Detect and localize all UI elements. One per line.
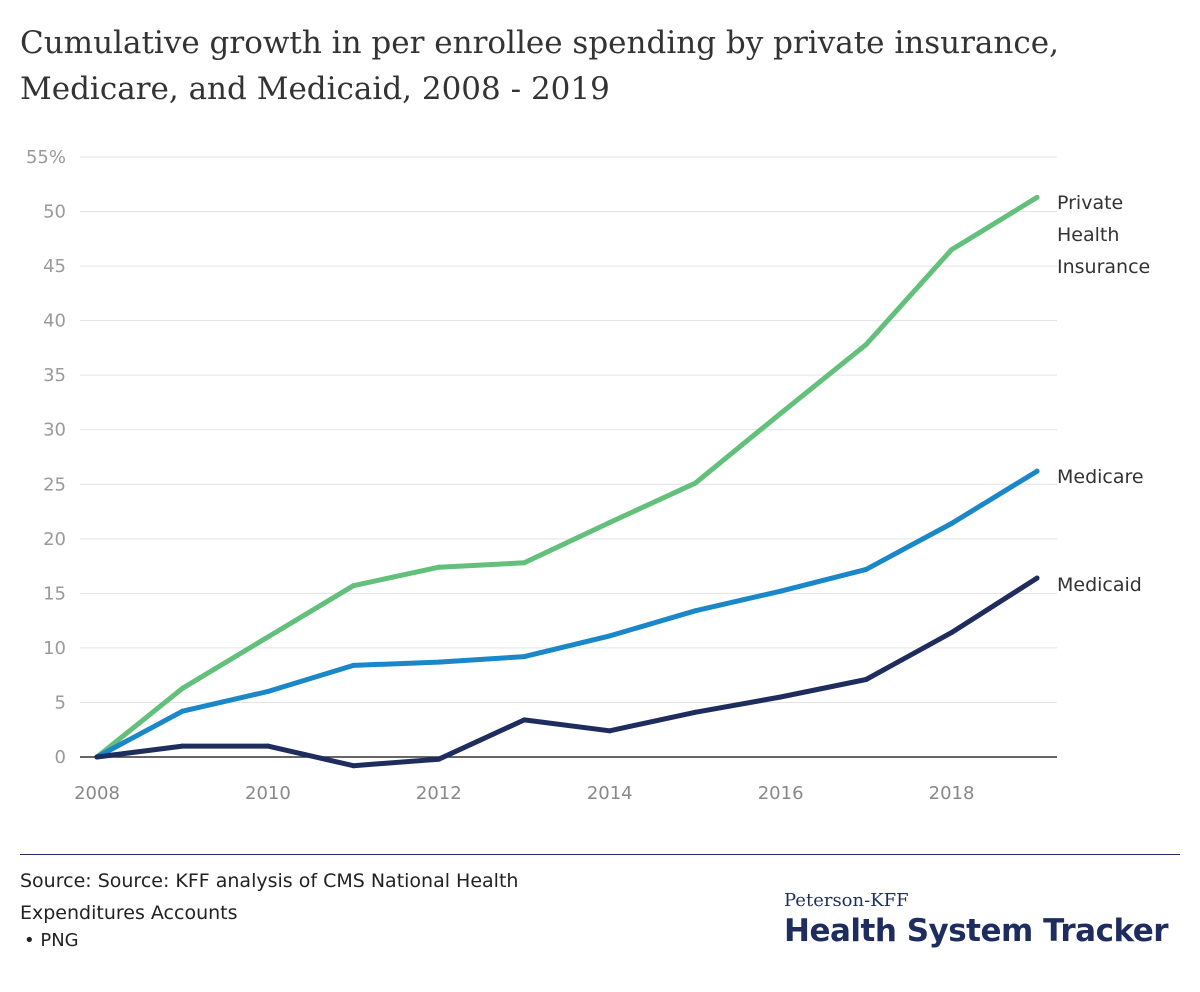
source-note: Source: Source: KFF analysis of CMS Nati… xyxy=(20,865,600,929)
y-tick-label-10: 10 xyxy=(43,638,66,659)
peterson-kff-logo: Peterson-KFF Health System Tracker xyxy=(784,890,1184,949)
point-medicaid-2018 xyxy=(949,630,955,636)
series-label-medicare: Medicare xyxy=(1057,466,1144,488)
x-tick-label-2014: 2014 xyxy=(587,783,633,804)
chart-title: Cumulative growth in per enrollee spendi… xyxy=(20,20,1170,112)
chart-title-line-1: Cumulative growth in per enrollee spendi… xyxy=(20,25,1059,61)
point-medicaid-2019 xyxy=(1034,575,1040,581)
point-medicaid-2015 xyxy=(692,709,698,715)
point-medicaid-2008 xyxy=(94,754,100,760)
point-private-health-insurance-2014 xyxy=(607,519,613,525)
x-tick-label-2016: 2016 xyxy=(758,783,804,804)
series-lines xyxy=(94,194,1040,769)
series-line-private-health-insurance xyxy=(94,194,1040,760)
point-private-health-insurance-2010 xyxy=(265,634,271,640)
series-label-private-health-insurance-line-2: Health xyxy=(1057,224,1119,246)
point-medicare-2016 xyxy=(778,588,784,594)
point-private-health-insurance-2016 xyxy=(778,410,784,416)
y-tick-label-0: 0 xyxy=(55,747,66,768)
point-medicaid-2010 xyxy=(265,743,271,749)
x-tick-label-2018: 2018 xyxy=(929,783,975,804)
point-private-health-insurance-2011 xyxy=(350,583,356,589)
source-line-2: Expenditures Accounts xyxy=(20,902,238,924)
point-medicaid-2013 xyxy=(521,717,527,723)
gridlines xyxy=(80,156,1057,758)
series-label-private-health-insurance-line-1: Private xyxy=(1057,192,1123,214)
y-tick-label-30: 30 xyxy=(43,420,66,441)
x-tick-label-2012: 2012 xyxy=(416,783,462,804)
y-tick-label-35: 35 xyxy=(43,365,66,386)
point-medicaid-2012 xyxy=(436,756,442,762)
y-tick-label-50: 50 xyxy=(43,202,66,223)
x-tick-label-2008: 2008 xyxy=(74,783,120,804)
source-line-1: Source: Source: KFF analysis of CMS Nati… xyxy=(20,870,519,892)
point-medicaid-2016 xyxy=(778,694,784,700)
point-medicaid-2017 xyxy=(863,677,869,683)
logo-small-text: Peterson-KFF xyxy=(784,890,909,911)
footer-divider xyxy=(20,854,1180,855)
x-axis-ticks: 2008 2010 2012 2014 2016 2018 xyxy=(74,783,974,804)
x-tick-label-2010: 2010 xyxy=(245,783,291,804)
point-private-health-insurance-2012 xyxy=(436,564,442,570)
point-medicaid-2014 xyxy=(607,728,613,734)
y-tick-label-40: 40 xyxy=(43,311,66,332)
chart-title-line-2: Medicare, and Medicaid, 2008 - 2019 xyxy=(20,71,610,107)
point-medicare-2009 xyxy=(179,708,185,714)
point-medicare-2019 xyxy=(1034,468,1040,474)
y-tick-label-55: 55% xyxy=(26,147,66,168)
point-private-health-insurance-2018 xyxy=(949,247,955,253)
series-label-private-health-insurance-line-3: Insurance xyxy=(1057,256,1150,278)
point-private-health-insurance-2009 xyxy=(179,685,185,691)
y-axis-ticks: 0 5 10 15 20 25 30 35 40 45 50 55% xyxy=(26,147,66,768)
point-medicare-2013 xyxy=(521,654,527,660)
point-medicare-2017 xyxy=(863,566,869,572)
y-tick-label-45: 45 xyxy=(43,256,66,277)
point-private-health-insurance-2019 xyxy=(1034,194,1040,200)
point-medicare-2015 xyxy=(692,608,698,614)
point-private-health-insurance-2015 xyxy=(692,480,698,486)
point-medicare-2012 xyxy=(436,659,442,665)
series-line-medicare xyxy=(94,468,1040,760)
point-medicaid-2011 xyxy=(350,763,356,769)
y-tick-label-5: 5 xyxy=(55,692,66,713)
series-labels: Private Health Insurance Medicare Medicaid xyxy=(1057,192,1150,596)
y-tick-label-20: 20 xyxy=(43,529,66,550)
point-medicare-2010 xyxy=(265,689,271,695)
png-download-link[interactable]: • PNG xyxy=(24,930,79,951)
y-tick-label-25: 25 xyxy=(43,474,66,495)
point-medicare-2014 xyxy=(607,633,613,639)
line-chart: 0 5 10 15 20 25 30 35 40 45 50 55% 2008 2010 2012 2014… xyxy=(26,147,1150,804)
point-private-health-insurance-2017 xyxy=(863,342,869,348)
y-tick-label-15: 15 xyxy=(43,583,66,604)
point-medicare-2018 xyxy=(949,521,955,527)
point-medicaid-2009 xyxy=(179,743,185,749)
series-label-medicaid: Medicaid xyxy=(1057,574,1142,596)
logo-big-text: Health System Tracker xyxy=(784,913,1169,949)
point-medicare-2011 xyxy=(350,662,356,668)
point-private-health-insurance-2013 xyxy=(521,560,527,566)
series-line-medicaid xyxy=(94,575,1040,769)
